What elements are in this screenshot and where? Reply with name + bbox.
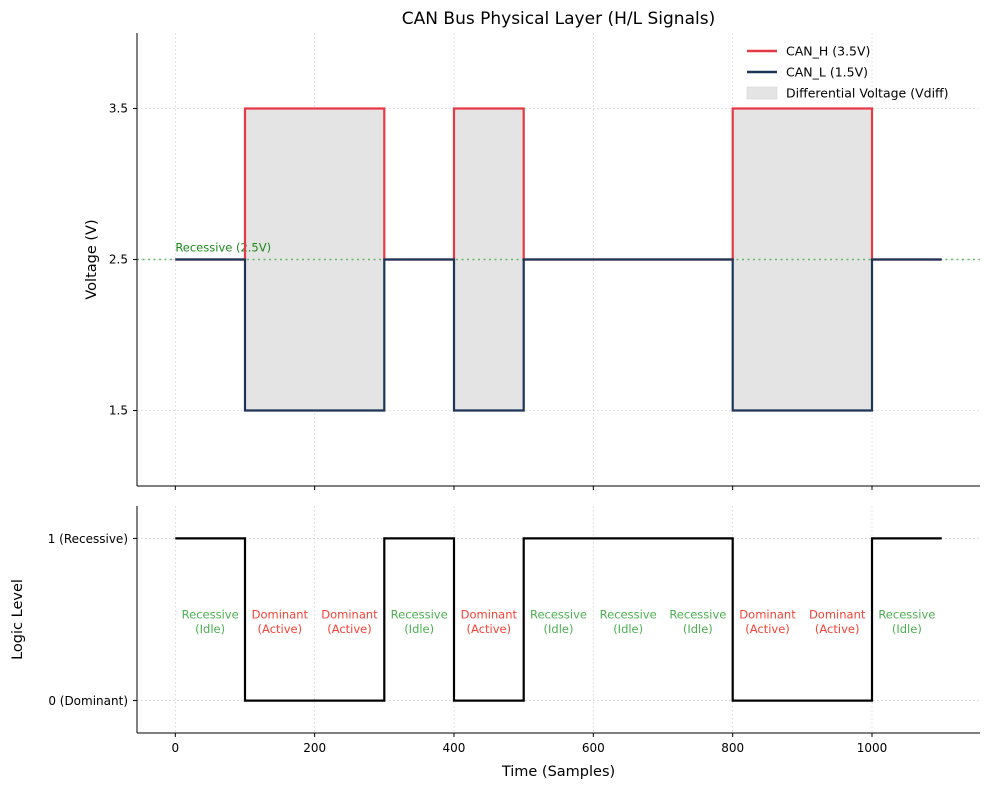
logic-y-tick-label: 0 (Dominant) [48, 694, 128, 708]
recessive-reference-label: Recessive (2.5V) [175, 241, 271, 255]
vdiff-fill-region [453, 108, 524, 411]
x-tick-label: 0 [171, 741, 179, 755]
logic-y-axis-label: Logic Level [10, 579, 26, 660]
logic-y-tick-label: 1 (Recessive) [48, 532, 128, 546]
x-tick-label: 800 [721, 741, 744, 755]
logic-annotations: Recessive (Idle) Dominant (Active) Dominant(… [182, 608, 936, 637]
chart-title: CAN Bus Physical Layer (H/L Signals) [402, 9, 715, 29]
legend-vdiff-swatch [746, 86, 778, 100]
logic-state-annotation: Recessive (Idle) [391, 608, 448, 637]
vdiff-fill-region [732, 108, 873, 411]
logic-state-annotation: Recessive (Idle) [182, 608, 239, 637]
logic-subplot: Recessive (Idle) Dominant (Active) Dominant(… [10, 506, 980, 780]
voltage-y-tick-label: 1.5 [109, 404, 128, 418]
legend-can-h-label: CAN_H (3.5V) [786, 44, 870, 59]
voltage-series [175, 107, 942, 412]
voltage-axes: 1.5 2.5 3.5 [109, 33, 980, 490]
can-l-line [175, 258, 942, 412]
logic-level-line [175, 537, 942, 702]
voltage-y-tick-label: 2.5 [109, 253, 128, 267]
logic-axes: 0 (Dominant) 1 (Recessive) 0 200 400 600 800 10… [48, 506, 980, 755]
x-tick-label: 200 [303, 741, 326, 755]
logic-state-annotation: Dominant (Active) [252, 608, 309, 637]
legend-can-l-label: CAN_L (1.5V) [786, 65, 868, 80]
voltage-y-axis-label: Voltage (V) [84, 219, 100, 299]
voltage-y-tick-label: 3.5 [109, 102, 128, 116]
logic-state-annotation: Dominant (Active) [321, 608, 378, 637]
voltage-subplot: Recessive (2.5V) 1.5 2.5 3.5 CAN Bus Physi… [84, 9, 980, 490]
logic-state-annotation: Recessive (Idle) [878, 608, 935, 637]
time-x-axis-label: Time (Samples) [501, 764, 615, 780]
logic-state-annotation: Recessive (Idle) [600, 608, 657, 637]
logic-series [175, 537, 942, 702]
x-tick-label: 600 [582, 741, 605, 755]
logic-state-annotation: Dominant (Active) [461, 608, 518, 637]
logic-state-annotation: Recessive (Idle) [530, 608, 587, 637]
legend-vdiff-label: Differential Voltage (Vdiff) [786, 86, 949, 101]
logic-state-annotation: Dominant (Active) [809, 608, 866, 637]
can-h-line [175, 107, 942, 261]
x-tick-label: 400 [443, 741, 466, 755]
legend: CAN_H (3.5V) CAN_L (1.5V) Differential V… [746, 44, 949, 101]
logic-state-annotation: Recessive (Idle) [669, 608, 726, 637]
x-tick-label: 1000 [857, 741, 888, 755]
logic-state-annotation: Dominant (Active) [739, 608, 796, 637]
